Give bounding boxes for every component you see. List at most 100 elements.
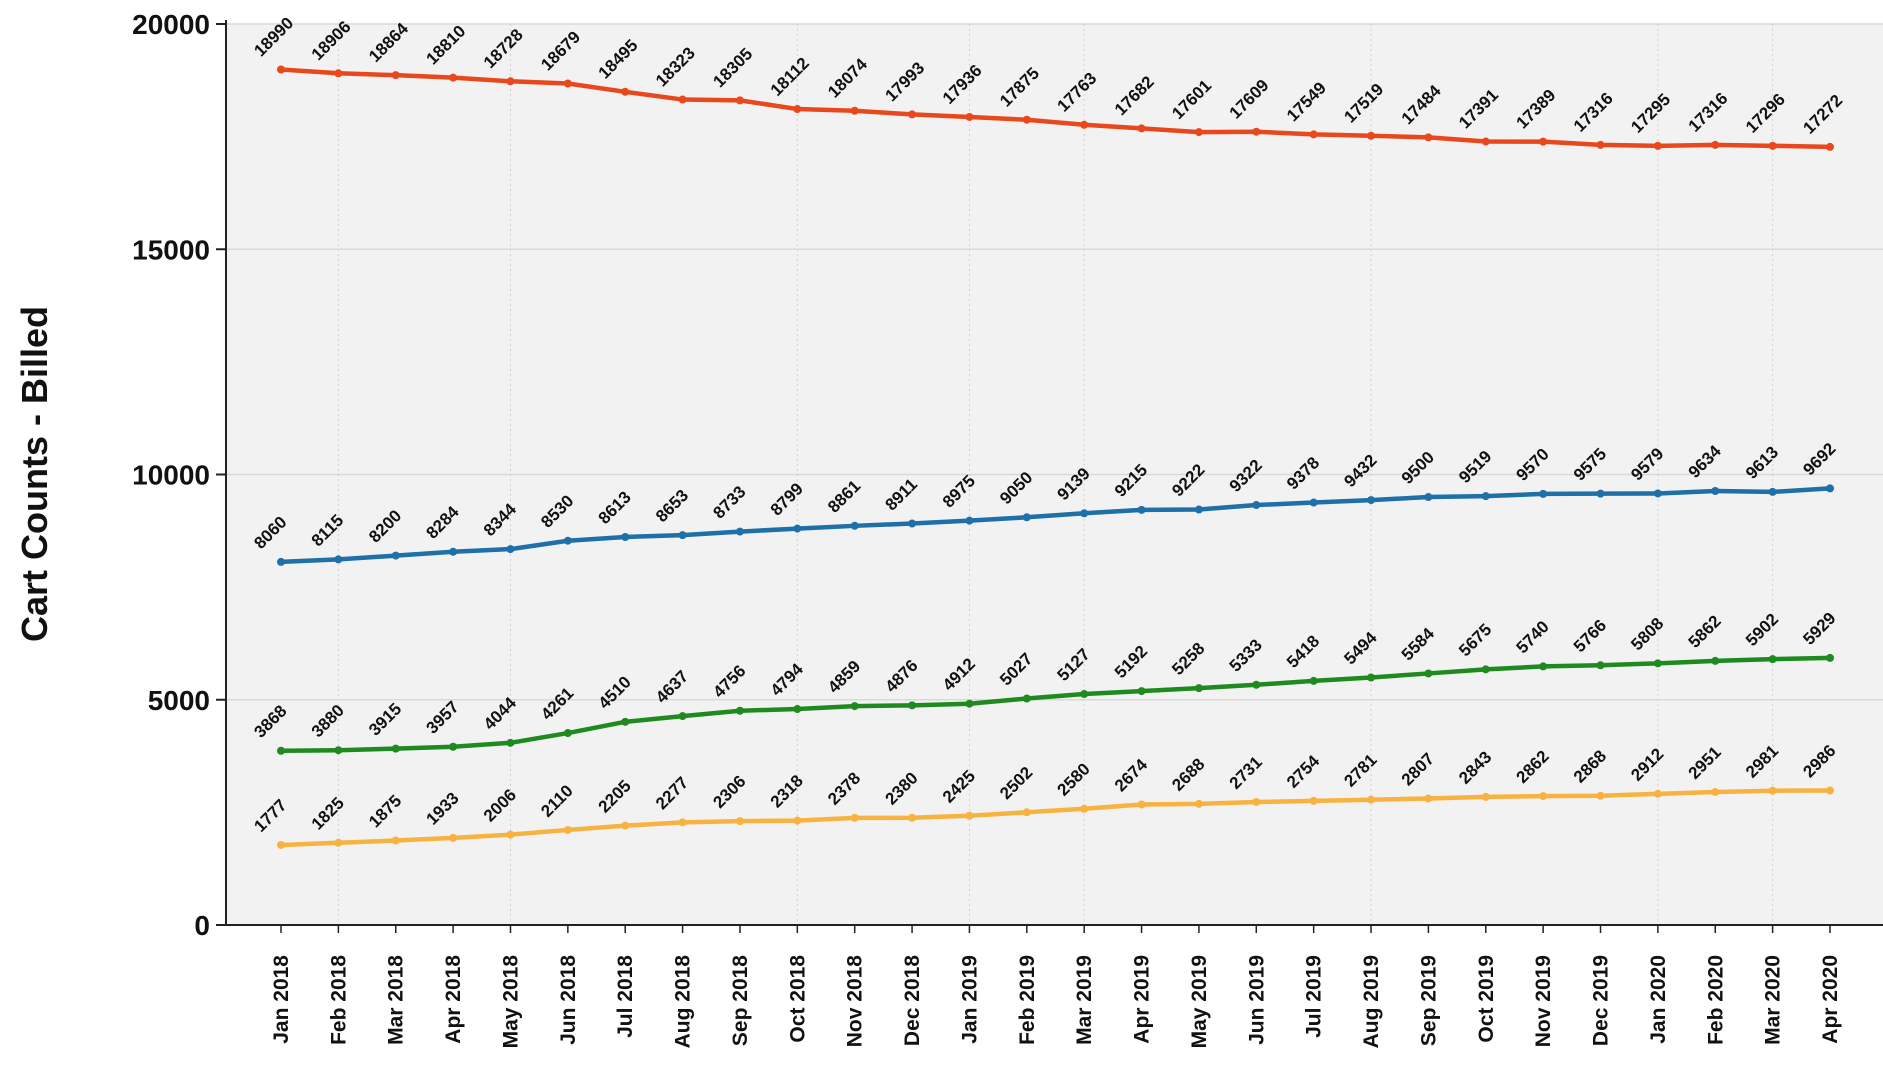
data-point xyxy=(391,836,400,845)
x-tick-label: Jun 2018 xyxy=(557,955,580,1045)
y-tick-label: 15000 xyxy=(132,234,210,265)
data-point xyxy=(621,717,630,726)
grid-lines xyxy=(226,23,1883,925)
x-tick-label: Aug 2019 xyxy=(1360,955,1383,1048)
data-point xyxy=(1022,513,1031,522)
y-axis-title: Cart Counts - Billed xyxy=(14,306,55,642)
data-point xyxy=(1481,792,1490,801)
axes: 0 5000 10000 15000 20000 Jan 2018 Feb 2018 Mar … xyxy=(132,9,1883,1048)
data-point xyxy=(1367,673,1376,682)
x-tick-label: Jan 2018 xyxy=(270,955,293,1044)
data-point xyxy=(1481,492,1490,501)
data-point xyxy=(449,547,458,556)
data-point xyxy=(1080,804,1089,813)
data-point xyxy=(1424,493,1433,502)
data-point xyxy=(793,816,802,825)
data-point xyxy=(1194,684,1203,693)
data-point xyxy=(391,551,400,560)
x-tick-label: Mar 2020 xyxy=(1762,955,1785,1045)
data-point xyxy=(334,69,343,78)
data-point xyxy=(965,112,974,121)
data-point xyxy=(1022,115,1031,124)
data-point xyxy=(1596,791,1605,800)
series-lines xyxy=(277,65,1834,849)
x-tick-label: Oct 2018 xyxy=(786,955,809,1043)
x-tick-label: Feb 2020 xyxy=(1704,955,1727,1045)
data-point xyxy=(1596,489,1605,498)
data-point xyxy=(793,524,802,533)
y-tick-label: 0 xyxy=(194,910,210,941)
data-point xyxy=(1367,131,1376,140)
x-tick-label: Nov 2018 xyxy=(844,955,867,1048)
data-point xyxy=(277,65,285,74)
data-point xyxy=(1653,141,1662,150)
data-point xyxy=(735,817,744,826)
data-point xyxy=(449,742,458,751)
x-tick-label: Jul 2019 xyxy=(1303,955,1326,1038)
data-point xyxy=(1768,786,1777,795)
data-point xyxy=(850,521,859,530)
data-point xyxy=(908,701,917,710)
data-point xyxy=(1711,656,1720,665)
x-tick-label: Sep 2019 xyxy=(1417,955,1440,1046)
x-tick-label: May 2019 xyxy=(1188,955,1211,1048)
data-point xyxy=(908,813,917,822)
data-point xyxy=(678,712,687,721)
data-point xyxy=(563,536,572,545)
data-point xyxy=(506,738,515,747)
data-point xyxy=(1481,137,1490,146)
x-tick-label: May 2018 xyxy=(499,955,522,1049)
data-point xyxy=(1711,788,1720,797)
data-point xyxy=(277,840,285,849)
data-point xyxy=(1424,133,1433,142)
x-tick-label: Sep 2018 xyxy=(729,955,752,1046)
data-point xyxy=(1309,130,1318,139)
data-point xyxy=(1424,669,1433,678)
x-tick-label: Apr 2019 xyxy=(1131,955,1154,1044)
data-point xyxy=(334,838,343,847)
data-point xyxy=(1825,142,1834,151)
x-tick-label: Aug 2018 xyxy=(672,955,695,1049)
data-point xyxy=(277,557,285,566)
x-tick-label: Mar 2018 xyxy=(385,955,408,1045)
data-point xyxy=(1252,680,1261,689)
data-point xyxy=(506,77,515,86)
data-point xyxy=(1022,808,1031,817)
data-point xyxy=(1367,795,1376,804)
data-point xyxy=(793,105,802,114)
data-point xyxy=(1137,124,1146,133)
data-point xyxy=(1252,797,1261,806)
data-point xyxy=(334,555,343,564)
data-point xyxy=(1711,140,1720,149)
data-point xyxy=(1309,498,1318,507)
data-point xyxy=(1768,141,1777,150)
data-point xyxy=(1137,505,1146,514)
data-point xyxy=(850,106,859,115)
x-tick-label: Oct 2019 xyxy=(1475,955,1498,1043)
data-point xyxy=(965,516,974,525)
data-point xyxy=(1252,501,1261,510)
data-point xyxy=(1194,505,1203,514)
data-point xyxy=(850,702,859,711)
series-line xyxy=(278,788,1833,848)
data-point xyxy=(563,729,572,738)
data-point xyxy=(735,96,744,105)
data-point xyxy=(965,699,974,708)
data-point xyxy=(506,830,515,839)
data-point xyxy=(1080,690,1089,699)
data-point xyxy=(1825,484,1834,493)
series-line xyxy=(278,486,1833,565)
data-point xyxy=(1424,794,1433,803)
data-point xyxy=(965,811,974,820)
x-tick-label: Jan 2020 xyxy=(1647,955,1670,1044)
data-point xyxy=(908,110,917,119)
data-point xyxy=(678,95,687,104)
data-point xyxy=(391,71,400,80)
x-tick-label: Nov 2019 xyxy=(1532,955,1555,1047)
x-tick-label: Jan 2019 xyxy=(958,955,981,1044)
data-point xyxy=(1080,120,1089,129)
data-point xyxy=(506,545,515,554)
data-point xyxy=(1022,694,1031,703)
data-point xyxy=(621,87,630,96)
